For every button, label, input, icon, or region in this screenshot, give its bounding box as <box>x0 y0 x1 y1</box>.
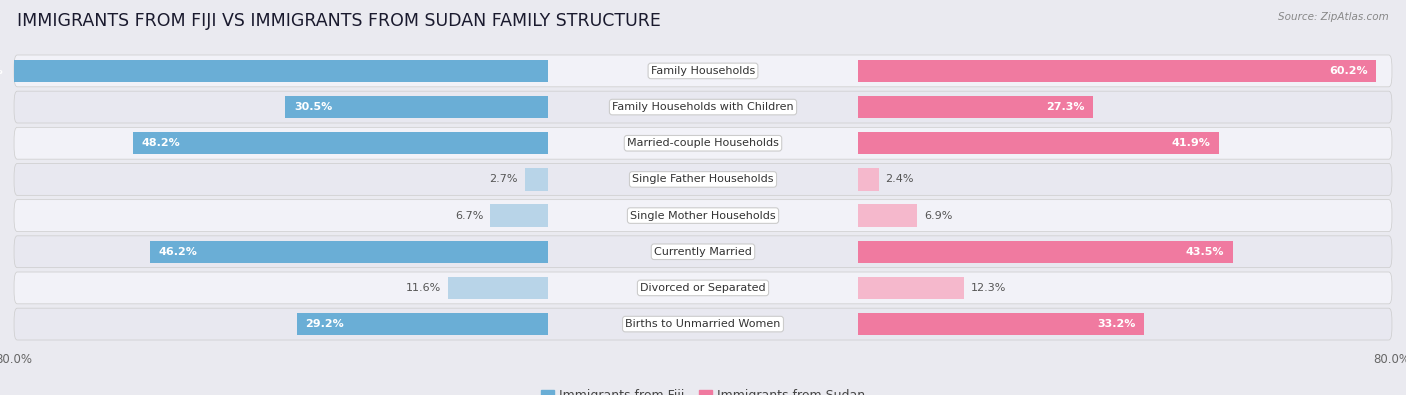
Bar <box>491 204 548 227</box>
Bar <box>858 168 879 191</box>
Text: 68.8%: 68.8% <box>0 66 3 76</box>
Text: 48.2%: 48.2% <box>142 138 180 148</box>
Bar <box>858 241 1233 263</box>
Bar <box>134 132 548 154</box>
FancyBboxPatch shape <box>14 55 1392 87</box>
Bar <box>524 168 548 191</box>
Text: 27.3%: 27.3% <box>1046 102 1084 112</box>
Bar <box>858 60 1376 82</box>
Text: Single Father Households: Single Father Households <box>633 175 773 184</box>
Text: Family Households: Family Households <box>651 66 755 76</box>
Bar <box>449 277 548 299</box>
Bar <box>858 277 965 299</box>
Text: Births to Unmarried Women: Births to Unmarried Women <box>626 319 780 329</box>
FancyBboxPatch shape <box>14 308 1392 340</box>
Text: 2.4%: 2.4% <box>886 175 914 184</box>
FancyBboxPatch shape <box>14 164 1392 196</box>
Bar <box>858 204 918 227</box>
FancyBboxPatch shape <box>14 199 1392 231</box>
FancyBboxPatch shape <box>14 236 1392 268</box>
Text: Divorced or Separated: Divorced or Separated <box>640 283 766 293</box>
Text: Source: ZipAtlas.com: Source: ZipAtlas.com <box>1278 12 1389 22</box>
FancyBboxPatch shape <box>14 272 1392 304</box>
Bar <box>858 132 1219 154</box>
Text: 30.5%: 30.5% <box>294 102 332 112</box>
FancyBboxPatch shape <box>14 91 1392 123</box>
Text: 2.7%: 2.7% <box>489 175 517 184</box>
Bar <box>297 313 548 335</box>
Text: Single Mother Households: Single Mother Households <box>630 211 776 220</box>
Text: 43.5%: 43.5% <box>1185 247 1225 257</box>
Text: 6.7%: 6.7% <box>456 211 484 220</box>
Bar <box>858 96 1092 118</box>
Bar <box>858 313 1144 335</box>
Bar <box>285 96 548 118</box>
Text: Married-couple Households: Married-couple Households <box>627 138 779 148</box>
Text: Family Households with Children: Family Households with Children <box>612 102 794 112</box>
Text: 60.2%: 60.2% <box>1329 66 1368 76</box>
FancyBboxPatch shape <box>14 127 1392 159</box>
Text: IMMIGRANTS FROM FIJI VS IMMIGRANTS FROM SUDAN FAMILY STRUCTURE: IMMIGRANTS FROM FIJI VS IMMIGRANTS FROM … <box>17 12 661 30</box>
Text: 33.2%: 33.2% <box>1097 319 1135 329</box>
Text: 29.2%: 29.2% <box>305 319 344 329</box>
Text: 46.2%: 46.2% <box>159 247 198 257</box>
Text: 6.9%: 6.9% <box>924 211 953 220</box>
Text: 12.3%: 12.3% <box>970 283 1007 293</box>
Text: Currently Married: Currently Married <box>654 247 752 257</box>
Text: 11.6%: 11.6% <box>406 283 441 293</box>
Bar <box>150 241 548 263</box>
Text: 41.9%: 41.9% <box>1171 138 1211 148</box>
Legend: Immigrants from Fiji, Immigrants from Sudan: Immigrants from Fiji, Immigrants from Su… <box>536 384 870 395</box>
Bar <box>0 60 548 82</box>
